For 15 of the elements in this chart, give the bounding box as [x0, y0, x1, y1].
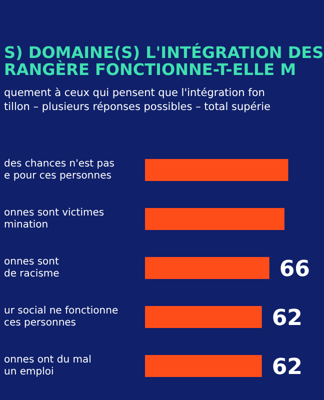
bar [145, 306, 262, 328]
y-tick-label: des chances n'est pas e pour ces personnes [4, 158, 114, 182]
chart-subtitle: quement à ceux qui pensent que l'intégration fon tillon – plusieurs réponses possibles – total supérie [4, 86, 270, 114]
y-tick-label: ur social ne fonctionne ces personnes [4, 305, 118, 328]
chart-title: S) DOMAINE(S) L'INTÉGRATION DES RANGÈRE FONCTIONNE-T-ELLE M [4, 43, 324, 79]
bar [145, 159, 288, 181]
data-label: 62 [272, 354, 302, 380]
bar [145, 208, 284, 230]
bar [145, 257, 270, 279]
y-tick-label: onnes ont du mal un emploi [4, 354, 92, 378]
data-label: 62 [272, 306, 302, 331]
y-tick-label: onnes sont victimes mination [4, 207, 104, 230]
bar [145, 355, 262, 377]
y-tick-label: onnes sont de racisme [4, 256, 60, 280]
data-label: 66 [279, 256, 310, 282]
